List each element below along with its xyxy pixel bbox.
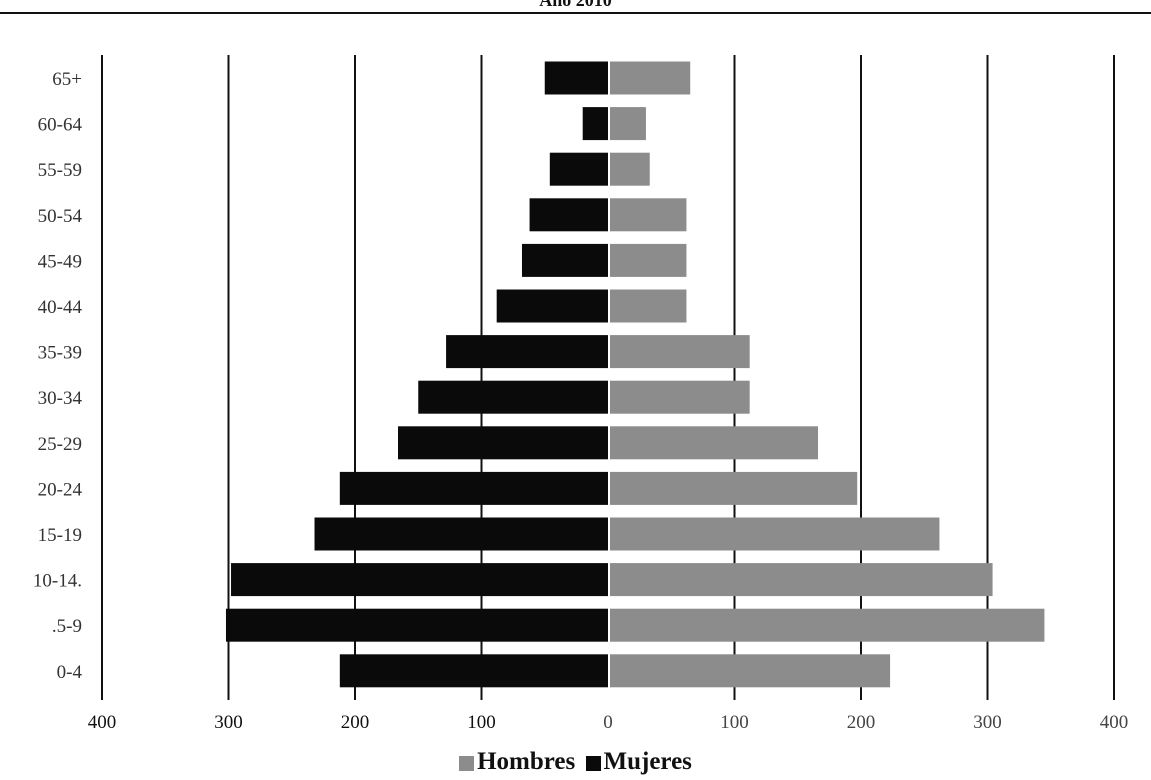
bar-hombres <box>610 426 818 460</box>
bar-hombres <box>610 61 691 95</box>
bars-group <box>225 61 1045 688</box>
x-tick-label: 100 <box>720 712 749 733</box>
bar-mujeres <box>314 517 608 551</box>
x-tick-label: 200 <box>341 712 370 733</box>
bar-mujeres <box>446 335 608 369</box>
bar-mujeres <box>529 198 608 232</box>
x-tick-label: 100 <box>467 712 496 733</box>
bar-mujeres <box>339 471 608 505</box>
bar-mujeres <box>582 107 608 141</box>
legend-item-hombres: Hombres <box>459 748 575 776</box>
title-underline <box>0 12 1151 14</box>
y-axis-labels: 65+ 60-64 55-59 50-54 45-49 40-44 35-39 30-34 25… <box>33 69 83 683</box>
x-tick-label: 300 <box>973 712 1002 733</box>
bar-hombres <box>610 243 687 277</box>
x-axis-tick-labels: 400 300 200 100 0 100 200 300 400 <box>88 712 1129 733</box>
y-category-label: 60-64 <box>38 115 83 136</box>
y-category-label: 45-49 <box>38 251 82 272</box>
y-category-label: 30-34 <box>38 388 83 409</box>
bar-mujeres <box>549 152 608 186</box>
y-category-label: 35-39 <box>38 343 82 364</box>
bar-mujeres <box>339 654 608 688</box>
y-category-label: 40-44 <box>38 297 83 318</box>
bar-mujeres <box>225 608 608 642</box>
bar-hombres <box>610 608 1045 642</box>
bar-hombres <box>610 380 750 414</box>
legend-item-mujeres: Mujeres <box>585 748 692 776</box>
bar-mujeres <box>544 61 608 95</box>
y-category-label: .5-9 <box>52 616 82 637</box>
bar-hombres <box>610 152 650 186</box>
x-tick-label: 0 <box>603 712 613 733</box>
y-category-label: 65+ <box>52 69 82 90</box>
legend-swatch-mujeres <box>585 755 601 771</box>
bar-hombres <box>610 335 750 369</box>
y-category-label: 10-14. <box>33 571 82 592</box>
population-pyramid-chart: 65+ 60-64 55-59 50-54 45-49 40-44 35-39 30-34 25… <box>33 55 1129 733</box>
bar-hombres <box>610 563 993 597</box>
bar-mujeres <box>418 380 608 414</box>
y-category-label: 50-54 <box>38 206 83 227</box>
bar-mujeres <box>521 243 608 277</box>
legend-label-mujeres: Mujeres <box>603 748 692 775</box>
x-tick-label: 300 <box>214 712 243 733</box>
bar-hombres <box>610 107 646 141</box>
bar-hombres <box>610 517 940 551</box>
bar-hombres <box>610 654 891 688</box>
vertical-gridlines <box>101 55 1115 700</box>
legend-swatch-hombres <box>459 755 475 771</box>
chart-title: Año 2010 <box>539 0 612 10</box>
legend: Hombres Mujeres <box>0 748 1151 776</box>
y-category-label: 20-24 <box>38 479 83 500</box>
bar-hombres <box>610 198 687 232</box>
y-category-label: 0-4 <box>57 662 83 683</box>
x-tick-label: 400 <box>1100 712 1129 733</box>
bar-mujeres <box>231 563 608 597</box>
y-category-label: 25-29 <box>38 434 82 455</box>
x-tick-label: 400 <box>88 712 117 733</box>
bar-mujeres <box>398 426 608 460</box>
y-category-label: 55-59 <box>38 160 82 181</box>
legend-label-hombres: Hombres <box>477 748 576 775</box>
bar-mujeres <box>496 289 608 323</box>
bar-hombres <box>610 289 687 323</box>
x-tick-label: 200 <box>847 712 876 733</box>
y-category-label: 15-19 <box>38 525 82 546</box>
bar-hombres <box>610 471 858 505</box>
